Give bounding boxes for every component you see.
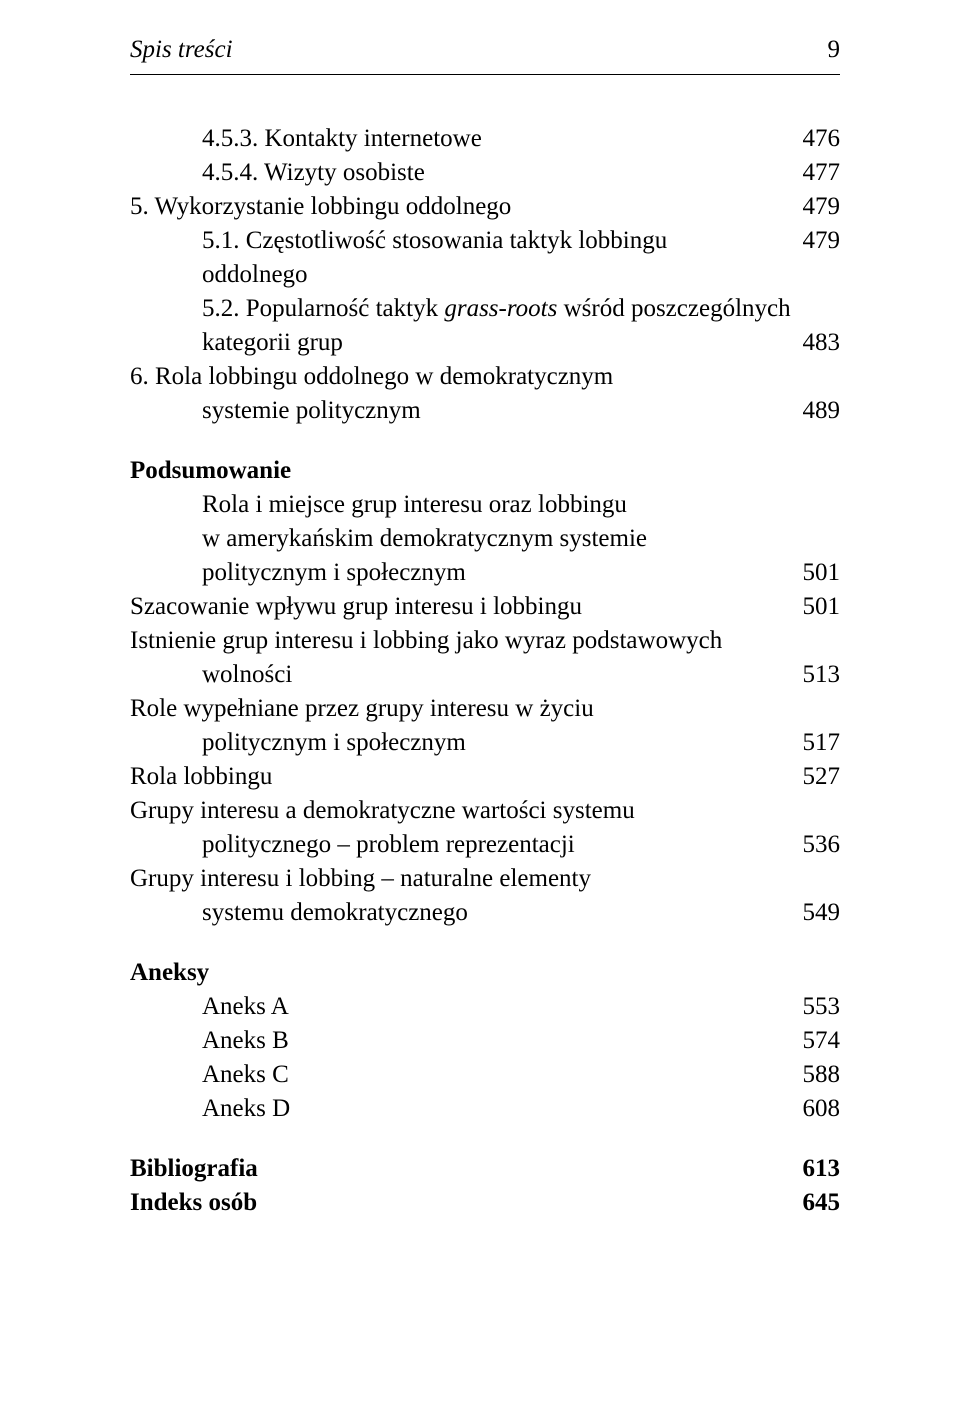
- toc-entry-label: Role wypełniane przez grupy interesu w ż…: [130, 692, 840, 726]
- toc-entry-continuation: kategorii grup483: [130, 326, 840, 360]
- toc-entry-label: Rola lobbingu: [130, 760, 784, 794]
- running-header: Spis treści 9: [130, 36, 840, 68]
- toc-entry-label: 6. Rola lobbingu oddolnego w demokratycz…: [130, 360, 840, 394]
- section-gap: [130, 428, 840, 454]
- toc-entry-label: Bibliografia: [130, 1152, 784, 1186]
- toc-label-part: 5.2. Popularność taktyk: [202, 295, 444, 322]
- toc-entry-label: systemie politycznym: [130, 394, 784, 428]
- toc-entry-page: 608: [784, 1092, 840, 1126]
- toc-entry-label: politycznym i społecznym: [130, 556, 784, 590]
- table-of-contents: 4.5.3. Kontakty internetowe4764.5.4. Wiz…: [130, 122, 840, 1220]
- toc-entry-label: 5. Wykorzystanie lobbingu oddolnego: [130, 190, 784, 224]
- toc-entry: 6. Rola lobbingu oddolnego w demokratycz…: [130, 360, 840, 394]
- toc-entry-continuation: politycznego – problem reprezentacji536: [130, 828, 840, 862]
- toc-entry-continuation: politycznym i społecznym501: [130, 556, 840, 590]
- toc-entry-page: 476: [784, 122, 840, 156]
- toc-entry: 4.5.3. Kontakty internetowe476: [130, 122, 840, 156]
- toc-entry-label: Aneks A: [130, 990, 784, 1024]
- toc-entry-label: Szacowanie wpływu grup interesu i lobbin…: [130, 590, 784, 624]
- toc-entry-label: 5.1. Częstotliwość stosowania taktyk lob…: [130, 224, 784, 292]
- toc-entry-page: 613: [784, 1152, 840, 1186]
- toc-entry-label: 4.5.4. Wizyty osobiste: [130, 156, 784, 190]
- toc-entry: Podsumowanie: [130, 454, 840, 488]
- toc-entry: Rola i miejsce grup interesu oraz lobbin…: [130, 488, 840, 522]
- toc-entry-continuation: systemie politycznym489: [130, 394, 840, 428]
- toc-entry-page: 477: [784, 156, 840, 190]
- toc-entry: 5.1. Częstotliwość stosowania taktyk lob…: [130, 224, 840, 292]
- toc-entry-label: Aneks D: [130, 1092, 784, 1126]
- toc-entry: Rola lobbingu527: [130, 760, 840, 794]
- toc-entry-page: 527: [784, 760, 840, 794]
- toc-entry-page: 513: [784, 658, 840, 692]
- toc-entry: Aneks A553: [130, 990, 840, 1024]
- toc-entry: Grupy interesu i lobbing – naturalne ele…: [130, 862, 840, 896]
- toc-entry-label: w amerykańskim demokratycznym systemie: [130, 522, 840, 556]
- toc-entry-label: Podsumowanie: [130, 454, 840, 488]
- toc-entry: Aneks C588: [130, 1058, 840, 1092]
- toc-entry-page: 536: [784, 828, 840, 862]
- toc-entry: Grupy interesu a demokratyczne wartości …: [130, 794, 840, 828]
- toc-entry-page: 588: [784, 1058, 840, 1092]
- toc-entry-continuation: systemu demokratycznego549: [130, 896, 840, 930]
- toc-entry-label: wolności: [130, 658, 784, 692]
- toc-entry-page: 489: [784, 394, 840, 428]
- toc-entry-page: 479: [784, 190, 840, 224]
- toc-entry: Aneks B574: [130, 1024, 840, 1058]
- toc-entry-page: 479: [784, 224, 840, 258]
- toc-entry-label: Indeks osób: [130, 1186, 784, 1220]
- toc-entry-label: Aneks C: [130, 1058, 784, 1092]
- toc-entry: Istnienie grup interesu i lobbing jako w…: [130, 624, 840, 658]
- toc-entry-continuation: politycznym i społecznym517: [130, 726, 840, 760]
- toc-entry: 5. Wykorzystanie lobbingu oddolnego479: [130, 190, 840, 224]
- toc-entry: 5.2. Popularność taktyk grass-roots wśró…: [130, 292, 840, 326]
- toc-entry-label: kategorii grup: [130, 326, 784, 360]
- toc-entry-continuation: wolności513: [130, 658, 840, 692]
- toc-entry: Aneks D608: [130, 1092, 840, 1126]
- toc-entry-label: Aneksy: [130, 956, 840, 990]
- toc-entry-label: politycznym i społecznym: [130, 726, 784, 760]
- toc-entry-label: Rola i miejsce grup interesu oraz lobbin…: [130, 488, 840, 522]
- page: Spis treści 9 4.5.3. Kontakty internetow…: [0, 0, 960, 1422]
- toc-entry: Indeks osób645: [130, 1186, 840, 1220]
- toc-label-italic: grass-roots: [444, 295, 557, 322]
- toc-entry-label: Grupy interesu i lobbing – naturalne ele…: [130, 862, 840, 896]
- toc-entry-label: systemu demokratycznego: [130, 896, 784, 930]
- toc-entry-page: 553: [784, 990, 840, 1024]
- toc-entry-continuation: w amerykańskim demokratycznym systemie: [130, 522, 840, 556]
- toc-entry-page: 483: [784, 326, 840, 360]
- toc-entry-label: Grupy interesu a demokratyczne wartości …: [130, 794, 840, 828]
- toc-entry: Szacowanie wpływu grup interesu i lobbin…: [130, 590, 840, 624]
- section-gap: [130, 1126, 840, 1152]
- toc-entry-page: 517: [784, 726, 840, 760]
- toc-entry-page: 501: [784, 590, 840, 624]
- toc-entry-page: 549: [784, 896, 840, 930]
- toc-entry: Aneksy: [130, 956, 840, 990]
- toc-entry-page: 501: [784, 556, 840, 590]
- running-title: Spis treści: [130, 36, 233, 64]
- toc-entry: Bibliografia613: [130, 1152, 840, 1186]
- toc-entry-label: politycznego – problem reprezentacji: [130, 828, 784, 862]
- toc-entry-label: 4.5.3. Kontakty internetowe: [130, 122, 784, 156]
- toc-entry-page: 574: [784, 1024, 840, 1058]
- toc-entry-page: 645: [784, 1186, 840, 1220]
- toc-entry: Role wypełniane przez grupy interesu w ż…: [130, 692, 840, 726]
- toc-entry-label: 5.2. Popularność taktyk grass-roots wśró…: [130, 292, 840, 326]
- toc-entry-label: Istnienie grup interesu i lobbing jako w…: [130, 624, 840, 658]
- toc-label-part: wśród poszczególnych: [557, 295, 790, 322]
- toc-entry-label: Aneks B: [130, 1024, 784, 1058]
- section-gap: [130, 930, 840, 956]
- toc-entry: 4.5.4. Wizyty osobiste477: [130, 156, 840, 190]
- header-rule: [130, 74, 840, 75]
- page-number: 9: [828, 36, 841, 64]
